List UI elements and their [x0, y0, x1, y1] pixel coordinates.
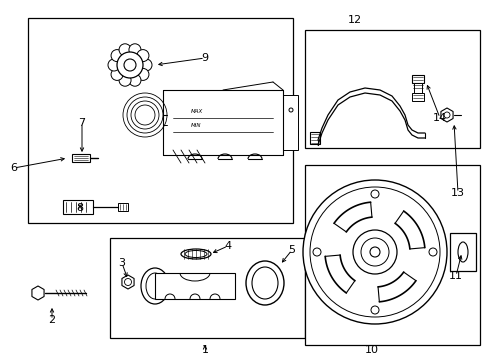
Text: 2: 2: [48, 315, 56, 325]
Bar: [283, 95, 297, 150]
Text: 7: 7: [78, 118, 85, 128]
Circle shape: [124, 279, 131, 285]
Bar: [411, 75, 423, 83]
Circle shape: [124, 59, 136, 71]
Circle shape: [443, 112, 449, 118]
Bar: [305, 165, 479, 345]
Ellipse shape: [141, 268, 169, 304]
Bar: [118, 203, 128, 211]
Circle shape: [137, 68, 149, 80]
Text: MIN: MIN: [191, 123, 201, 128]
Circle shape: [303, 180, 446, 324]
Circle shape: [370, 306, 378, 314]
Circle shape: [140, 59, 152, 71]
Circle shape: [309, 187, 439, 317]
Text: 9: 9: [201, 53, 208, 63]
Bar: [305, 30, 479, 148]
Circle shape: [129, 44, 141, 56]
Text: 6: 6: [10, 163, 18, 173]
Circle shape: [369, 247, 379, 257]
Bar: [28, 18, 292, 223]
Text: 8: 8: [76, 203, 83, 213]
Circle shape: [108, 59, 120, 71]
Circle shape: [137, 50, 149, 62]
Bar: [413, 83, 421, 93]
Circle shape: [352, 230, 396, 274]
Circle shape: [360, 238, 388, 266]
Bar: [155, 273, 235, 299]
Circle shape: [312, 248, 320, 256]
Circle shape: [370, 190, 378, 198]
Text: 13: 13: [450, 188, 464, 198]
Text: 12: 12: [347, 15, 361, 25]
Bar: [72, 154, 90, 162]
Circle shape: [288, 108, 292, 112]
Text: 10: 10: [364, 345, 378, 355]
Circle shape: [111, 68, 123, 80]
Text: 1: 1: [201, 345, 208, 355]
Circle shape: [428, 248, 436, 256]
Ellipse shape: [184, 251, 206, 257]
Circle shape: [117, 52, 142, 78]
Bar: [110, 238, 305, 338]
Bar: [449, 233, 475, 271]
Circle shape: [119, 74, 131, 86]
Text: 4: 4: [224, 241, 231, 251]
Circle shape: [119, 44, 131, 56]
Bar: [63, 200, 93, 214]
Circle shape: [111, 50, 123, 62]
Text: MAX: MAX: [191, 109, 203, 114]
Ellipse shape: [245, 261, 284, 305]
Text: 3: 3: [118, 258, 125, 268]
Text: 14: 14: [432, 113, 446, 123]
Text: 11: 11: [448, 271, 462, 281]
Bar: [309, 132, 319, 144]
Bar: [411, 93, 423, 101]
Ellipse shape: [181, 249, 210, 259]
Text: 5: 5: [288, 245, 295, 255]
Ellipse shape: [457, 242, 467, 262]
Ellipse shape: [251, 267, 278, 299]
Ellipse shape: [146, 273, 163, 299]
Circle shape: [129, 74, 141, 86]
